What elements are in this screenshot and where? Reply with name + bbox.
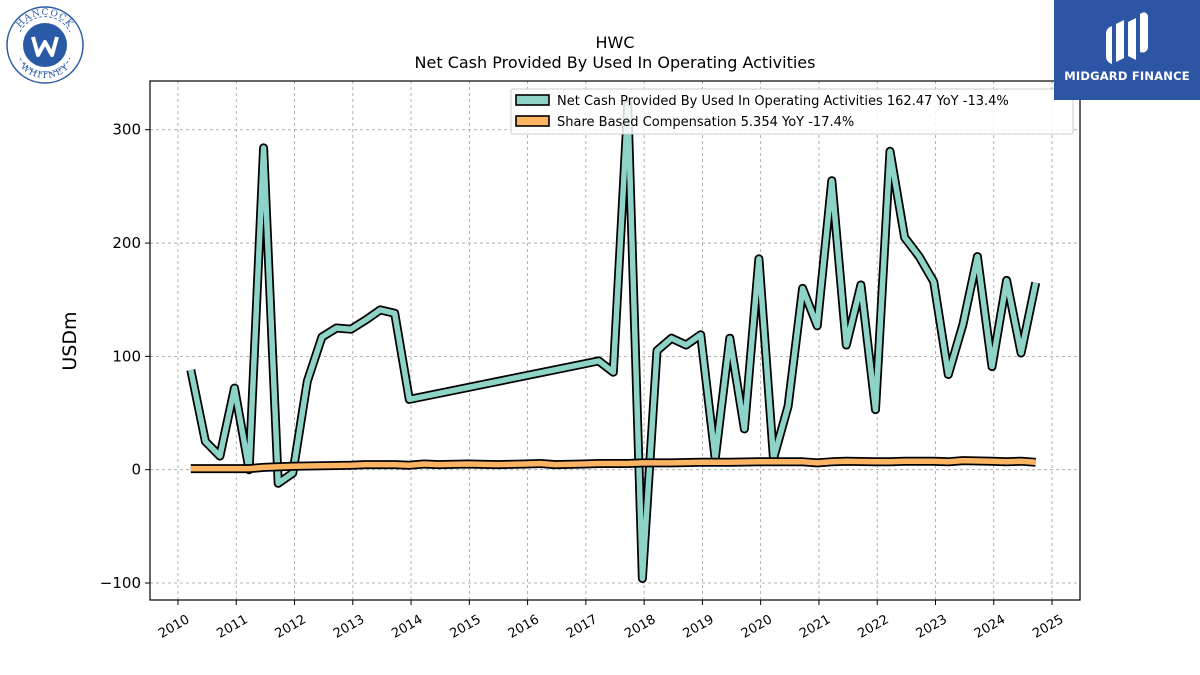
plot-frame xyxy=(149,80,1081,601)
x-tick-label: 2021 xyxy=(797,612,833,642)
x-tick-label: 2023 xyxy=(914,612,950,642)
series-operating-cash-line xyxy=(188,102,1039,582)
y-tick-label: −100 xyxy=(100,574,141,592)
series-layer xyxy=(186,100,1041,583)
x-tick-label: 2013 xyxy=(331,612,367,642)
legend: Net Cash Provided By Used In Operating A… xyxy=(510,88,1074,135)
legend-swatch-operating-cash xyxy=(515,94,550,106)
x-tick-label: 2024 xyxy=(972,612,1008,642)
axis-layer: −100 0 100 200 300 2010 2011 2012 2013 2014 2015 20… xyxy=(100,121,1067,642)
x-tick-label: 2010 xyxy=(156,612,192,642)
legend-label-share-comp: Share Based Compensation 5.354 YoY -17.4… xyxy=(557,115,854,130)
midgard-logo-icon xyxy=(1106,12,1148,64)
x-tick-label: 2019 xyxy=(681,612,717,642)
x-tick-label: 2020 xyxy=(739,612,775,642)
x-tick-label: 2017 xyxy=(564,612,600,642)
legend-box xyxy=(510,88,1074,135)
y-tick-label: 100 xyxy=(112,347,141,365)
x-tick-label: 2012 xyxy=(273,612,309,642)
y-tick-label: 300 xyxy=(112,121,141,139)
midgard-finance-wordmark: MIDGARD FINANCE xyxy=(1064,69,1190,83)
y-tick-label: 0 xyxy=(131,461,141,479)
series-share-comp-line xyxy=(190,457,1036,472)
legend-label-operating-cash: Net Cash Provided By Used In Operating A… xyxy=(557,94,1009,109)
chart-title: HWC xyxy=(595,33,634,52)
x-tick-label: 2015 xyxy=(447,612,483,642)
x-tick-label: 2011 xyxy=(214,612,250,642)
x-tick-label: 2016 xyxy=(506,612,542,642)
x-tick-label: 2018 xyxy=(622,612,658,642)
y-axis-label: USDm xyxy=(59,311,81,370)
y-tick-label: 200 xyxy=(112,234,141,252)
x-tick-label: 2022 xyxy=(855,612,891,642)
chart-subtitle: Net Cash Provided By Used In Operating A… xyxy=(415,53,816,72)
legend-swatch-share-comp xyxy=(515,115,550,127)
x-tick-label: 2014 xyxy=(389,612,425,642)
x-tick-label: 2025 xyxy=(1030,612,1066,642)
midgard-finance-badge: MIDGARD FINANCE xyxy=(1054,0,1200,100)
